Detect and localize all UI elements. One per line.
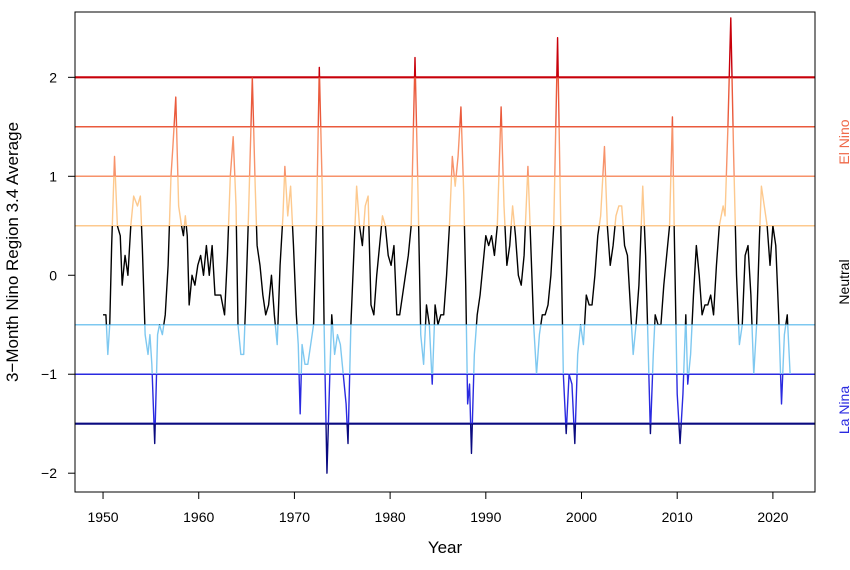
x-tick-label: 1960: [183, 509, 214, 525]
y-tick-label: −2: [41, 465, 57, 481]
x-tick-label: 1980: [375, 509, 406, 525]
phase-label: La Nina: [836, 386, 850, 434]
plot-frame: [74, 11, 816, 493]
y-tick-label: 0: [49, 267, 57, 283]
phase-label: El Nino: [836, 119, 850, 164]
y-tick-label: −1: [41, 366, 57, 382]
x-tick-label: 1950: [87, 509, 118, 525]
x-tick-label: 2000: [566, 509, 597, 525]
y-tick-label: 1: [49, 168, 57, 184]
x-axis-label: Year: [428, 538, 463, 557]
phase-label: Neutral: [836, 259, 850, 304]
y-tick-label: 2: [49, 69, 57, 85]
x-tick-label: 1990: [470, 509, 501, 525]
oni-line: [103, 17, 791, 474]
x-tick-label: 1970: [279, 509, 310, 525]
x-tick-label: 2020: [757, 509, 788, 525]
x-tick-label: 2010: [662, 509, 693, 525]
y-axis-label: 3−Month Nino Region 3.4 Average: [3, 122, 22, 382]
